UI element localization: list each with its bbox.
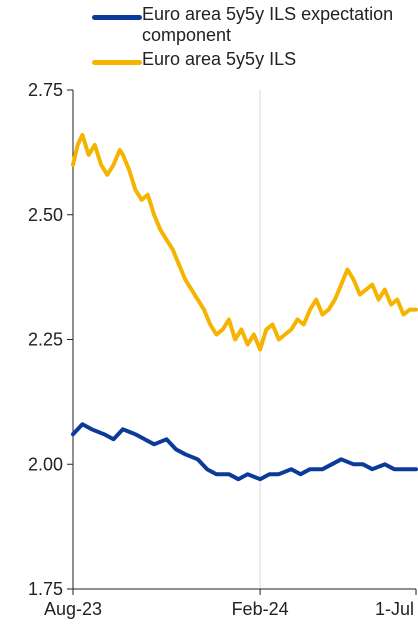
y-tick-label-3: 2.50 [28, 205, 63, 225]
chart-legend: Euro area 5y5y ILS expectation component… [92, 4, 412, 73]
legend-swatch-expectation-component [92, 15, 142, 20]
y-tick-label-4: 2.75 [28, 80, 63, 100]
legend-item-expectation-component: Euro area 5y5y ILS expectation component [92, 4, 412, 46]
x-tick-label-0: Aug-23 [44, 599, 102, 619]
legend-item-ils: Euro area 5y5y ILS [92, 49, 412, 70]
legend-label-expectation-component: Euro area 5y5y ILS expectation component [142, 4, 394, 45]
y-tick-label-0: 1.75 [28, 579, 63, 599]
legend-label-ils: Euro area 5y5y ILS [142, 49, 297, 69]
y-tick-label-2: 2.25 [28, 330, 63, 350]
legend-swatch-ils [92, 60, 142, 65]
y-tick-label-1: 2.00 [28, 454, 63, 474]
series-line-0 [71, 422, 418, 482]
x-tick-label-2: 1-Jul [375, 599, 414, 619]
series-line-1 [71, 132, 418, 352]
x-tick-label-1: Feb-24 [232, 599, 289, 619]
